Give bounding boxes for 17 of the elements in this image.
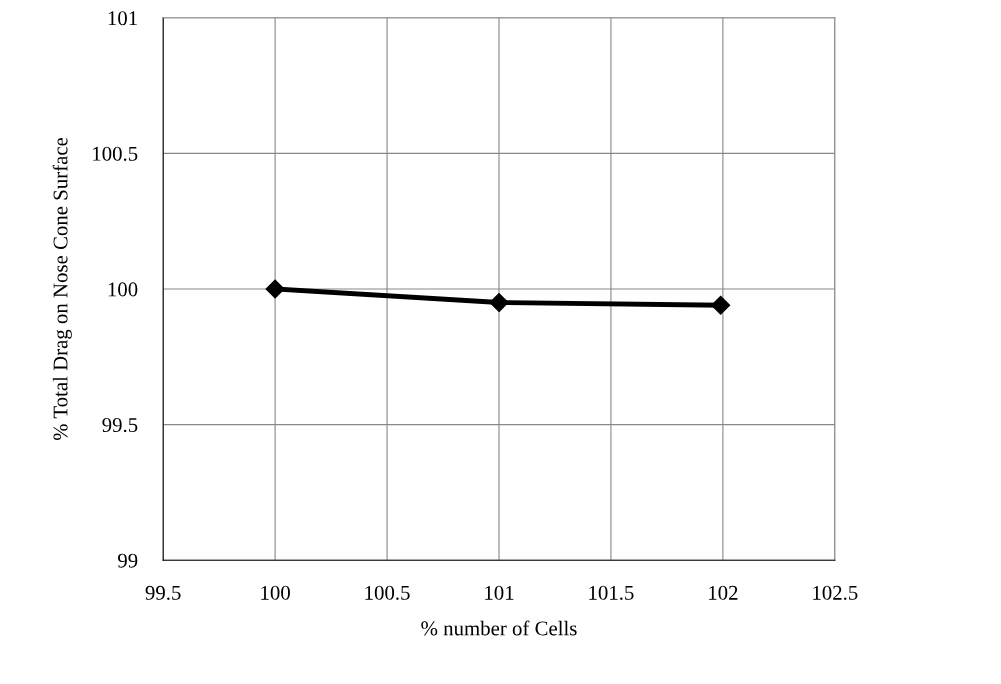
point [265, 279, 285, 299]
y-tick-label: 100 [108, 282, 138, 297]
x-axis-title: % number of Cells [421, 620, 577, 636]
y-axis-title: % Total Drag on Nose Cone Surface [52, 137, 72, 441]
x-tick-label: 101.5 [589, 585, 634, 600]
y-tick-label: 99.5 [102, 418, 138, 433]
point [711, 295, 731, 315]
y-tick-label: 100.5 [93, 146, 138, 161]
x-tick-label: 99.5 [145, 585, 181, 600]
x-tick-label: 102 [709, 585, 738, 600]
point [489, 293, 509, 313]
x-tick-label: 101 [485, 585, 514, 600]
x-tick-label: 102.5 [813, 585, 858, 600]
y-tick-label: 99 [118, 553, 138, 568]
x-tick-label: 100.5 [365, 585, 410, 600]
y-tick-label: 101 [108, 11, 137, 26]
x-tick-label: 100 [261, 585, 290, 600]
